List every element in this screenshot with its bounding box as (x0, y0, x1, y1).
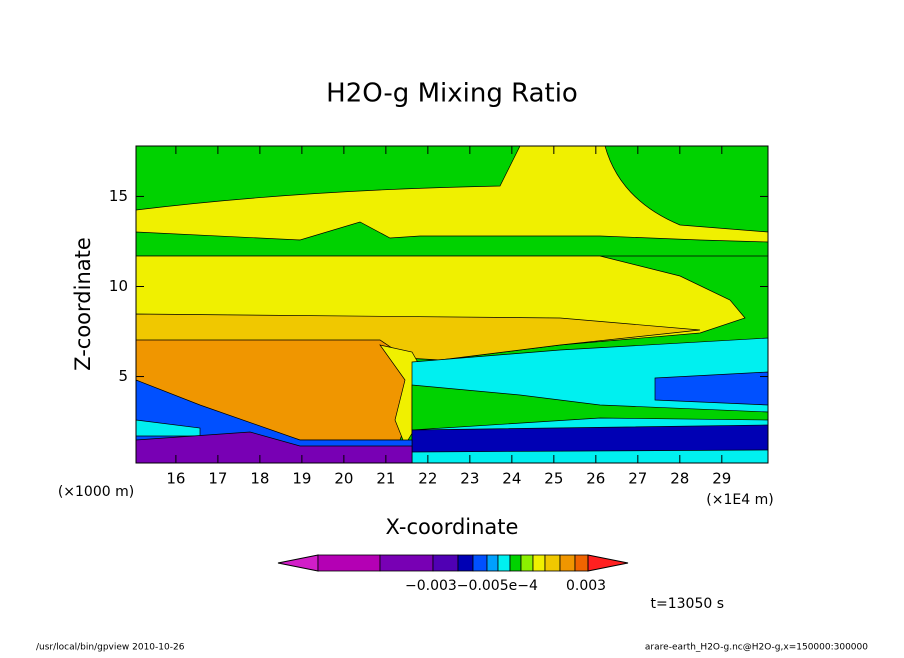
colorbar-segment (509, 554, 522, 572)
colorbar-segment (486, 554, 499, 572)
x-tick-label: 20 (334, 470, 353, 488)
colorbar-segment (532, 554, 546, 572)
colorbar-segment (574, 554, 589, 572)
x-tick-label: 28 (670, 470, 689, 488)
footer-right: arare-earth_H2O-g.nc@H2O-g,x=150000:3000… (645, 643, 868, 653)
x-tick-label: 16 (166, 470, 185, 488)
colorbar-segment (379, 554, 434, 572)
colorbar-segment (544, 554, 561, 572)
colorbar-label: −0.003−0.005e−4 (405, 578, 538, 594)
region (135, 145, 769, 253)
y-tick-label: 10 (109, 277, 128, 295)
x-tick-label: 21 (376, 470, 395, 488)
x-tick-label: 19 (292, 470, 311, 488)
colorbar-segment (497, 554, 511, 572)
chart-title: H2O-g Mixing Ratio (326, 79, 578, 109)
y-tick-label: 5 (118, 367, 128, 385)
x-tick-label: 24 (502, 470, 521, 488)
y-unit-label: (×1000 m) (58, 484, 134, 500)
x-tick-label: 29 (712, 470, 731, 488)
x-tick-label: 17 (208, 470, 227, 488)
colorbar-segment (432, 554, 459, 572)
plot-frame (135, 145, 769, 464)
contour-field (135, 145, 769, 464)
x-tick-label: 18 (250, 470, 269, 488)
colorbar-segment (559, 554, 576, 572)
x-unit-label: (×1E4 m) (706, 492, 773, 508)
x-tick-label: 26 (586, 470, 605, 488)
time-label: t=13050 s (651, 596, 725, 612)
colorbar-segment (472, 554, 488, 572)
y-axis-label: Z-coordinate (71, 237, 95, 371)
y-tick-label: 15 (109, 187, 128, 205)
colorbar-end (587, 554, 629, 572)
x-tick-label: 27 (628, 470, 647, 488)
colorbar-segment (457, 554, 474, 572)
region (654, 371, 769, 406)
footer-left: /usr/local/bin/gpview 2010-10-26 (36, 643, 185, 653)
region (411, 424, 769, 453)
x-tick-label: 25 (544, 470, 563, 488)
x-axis-label: X-coordinate (386, 515, 519, 539)
colorbar-label: 0.003 (566, 578, 606, 594)
x-tick-label: 23 (460, 470, 479, 488)
x-tick-label: 22 (418, 470, 437, 488)
colorbar-segment (520, 554, 534, 572)
colorbar-segment (317, 554, 381, 572)
